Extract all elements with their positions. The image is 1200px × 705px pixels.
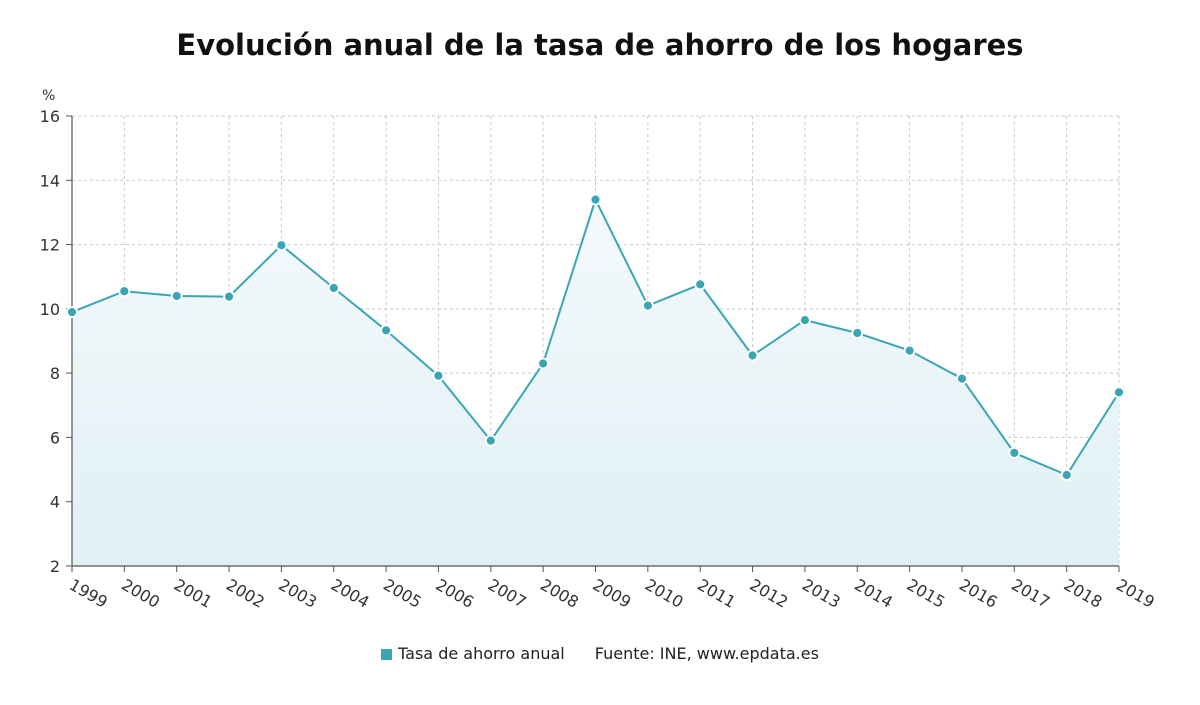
x-tick-label: 2006 xyxy=(432,575,477,612)
x-tick-label: 2013 xyxy=(799,575,844,612)
y-tick-label: 2 xyxy=(50,557,60,576)
x-tick-label: 2009 xyxy=(590,575,635,612)
data-point[interactable] xyxy=(223,290,236,303)
data-point[interactable] xyxy=(903,344,916,357)
legend: Tasa de ahorro anual Fuente: INE, www.epd… xyxy=(0,644,1200,663)
y-axis-unit: % xyxy=(42,88,55,104)
x-tick-label: 2017 xyxy=(1008,575,1053,612)
x-tick-label: 2014 xyxy=(851,575,896,612)
legend-series-label: Tasa de ahorro anual xyxy=(398,644,565,663)
x-tick-label: 2016 xyxy=(956,575,1001,612)
x-tick-label: 2010 xyxy=(642,575,687,612)
data-point[interactable] xyxy=(694,278,707,291)
data-point[interactable] xyxy=(432,369,445,382)
chart-title: Evolución anual de la tasa de ahorro de … xyxy=(176,28,1024,62)
data-point[interactable] xyxy=(1113,386,1125,399)
data-point[interactable] xyxy=(118,285,131,298)
x-tick-label: 2003 xyxy=(275,575,320,612)
x-tick-label: 2000 xyxy=(118,575,163,612)
legend-swatch xyxy=(381,649,393,660)
data-point[interactable] xyxy=(1008,446,1021,459)
x-tick-label: 2015 xyxy=(904,575,949,612)
x-tick-label: 2002 xyxy=(223,575,268,612)
data-point[interactable] xyxy=(327,282,340,294)
x-tick-label: 1999 xyxy=(66,575,111,612)
x-tick-label: 2007 xyxy=(485,575,530,612)
y-tick-label: 14 xyxy=(40,171,60,190)
x-tick-label: 2019 xyxy=(1113,575,1158,612)
y-tick-label: 16 xyxy=(40,107,60,126)
data-point[interactable] xyxy=(851,327,864,339)
source-note: Fuente: INE, www.epdata.es xyxy=(594,644,819,663)
data-point[interactable] xyxy=(956,372,968,385)
y-tick-label: 10 xyxy=(40,300,60,319)
data-point[interactable] xyxy=(589,193,602,206)
data-point[interactable] xyxy=(484,434,497,447)
data-point[interactable] xyxy=(170,290,183,302)
x-tick-label: 2008 xyxy=(537,575,582,612)
x-tick-label: 2005 xyxy=(380,575,425,612)
data-point[interactable] xyxy=(66,306,78,319)
y-tick-label: 12 xyxy=(40,236,60,255)
x-tick-label: 2001 xyxy=(171,575,216,612)
y-tick-label: 4 xyxy=(50,493,60,512)
axis-layer xyxy=(66,115,1120,572)
data-point[interactable] xyxy=(799,314,811,327)
data-point[interactable] xyxy=(275,239,288,252)
marker-layer xyxy=(66,193,1125,481)
x-tick-label: 2011 xyxy=(694,575,739,612)
y-tick-label: 6 xyxy=(50,428,60,447)
x-tick-label: 2018 xyxy=(1061,575,1106,612)
data-point[interactable] xyxy=(746,349,759,362)
data-point[interactable] xyxy=(1060,469,1073,481)
data-point[interactable] xyxy=(642,299,654,312)
y-tick-label: 8 xyxy=(50,364,60,383)
data-point[interactable] xyxy=(537,357,549,370)
x-tick-label: 2004 xyxy=(328,575,373,612)
data-point[interactable] xyxy=(380,324,393,337)
x-tick-label: 2012 xyxy=(747,575,792,612)
